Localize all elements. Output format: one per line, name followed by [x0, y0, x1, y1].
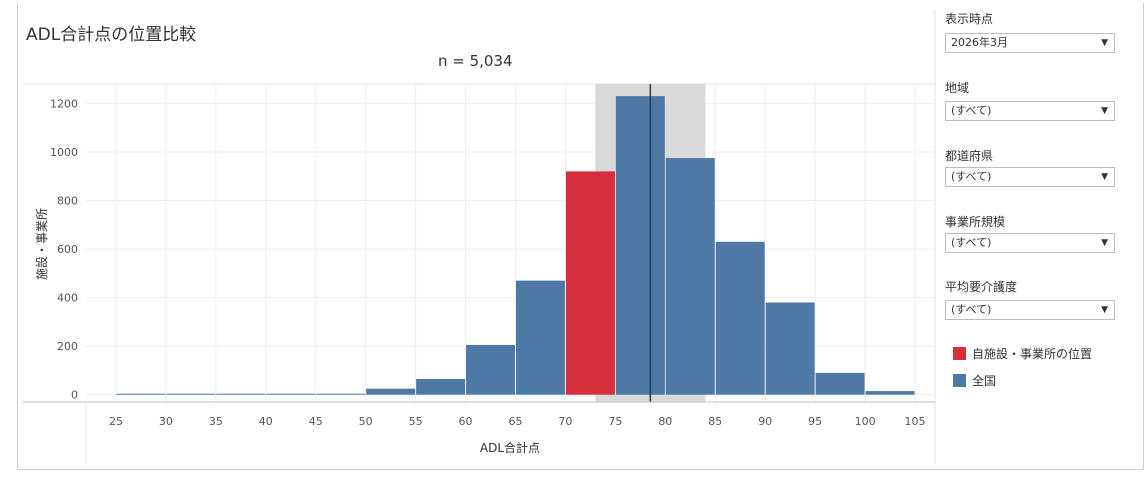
y-tick-label: 800 — [57, 195, 78, 208]
y-tick-label: 1200 — [50, 97, 78, 110]
y-tick-label: 400 — [57, 292, 78, 305]
chevron-down-icon: ▼ — [1101, 305, 1108, 315]
filter-dropdown-region[interactable]: (すべて) ▼ — [945, 101, 1115, 121]
bar — [166, 393, 216, 395]
bar — [815, 372, 865, 395]
chart-title: ADL合計点の位置比較 — [26, 25, 197, 45]
x-tick-label: 85 — [708, 415, 722, 428]
legend-swatch-red — [953, 347, 966, 360]
bar — [416, 378, 466, 395]
x-tick-label: 90 — [758, 415, 772, 428]
x-axis-title: ADL合計点 — [480, 440, 540, 455]
bar — [466, 344, 515, 395]
filter-value-prefecture: (すべて) — [951, 170, 992, 183]
x-tick-label: 40 — [259, 415, 273, 428]
x-tick-label: 70 — [558, 415, 572, 428]
filter-value-care-level: (すべて) — [951, 303, 992, 316]
bar — [665, 158, 715, 395]
filter-value-time: 2026年3月 — [951, 36, 1008, 49]
x-tick-label: 65 — [508, 415, 522, 428]
legend-item-own-facility: 自施設・事業所の位置 — [953, 345, 1092, 361]
y-tick-labels: 0 200 400 600 800 1000 1200 — [50, 97, 78, 401]
filter-value-facility-size: (すべて) — [951, 236, 992, 249]
legend-label-national: 全国 — [972, 374, 997, 388]
x-tick-label: 55 — [409, 415, 423, 428]
legend-label-own-facility: 自施設・事業所の位置 — [972, 347, 1093, 361]
bar — [765, 302, 815, 395]
filter-value-region: (すべて) — [951, 104, 992, 117]
bar — [266, 393, 316, 395]
chevron-down-icon: ▼ — [1101, 106, 1108, 116]
x-tick-label: 45 — [309, 415, 323, 428]
filter-label-facility-size: 事業所規模 — [945, 215, 1006, 229]
bar — [316, 393, 366, 395]
x-tick-label: 50 — [359, 415, 373, 428]
filter-dropdown-prefecture[interactable]: (すべて) ▼ — [945, 167, 1115, 187]
histogram-chart: 0 200 400 600 800 1000 1200 25 30 35 40 45 50 55 60 65… — [23, 10, 936, 464]
legend-item-national: 全国 — [953, 372, 996, 388]
bar — [116, 393, 166, 395]
bar — [715, 241, 765, 395]
bar — [615, 96, 665, 395]
filter-label-region: 地域 — [945, 81, 970, 95]
chevron-down-icon: ▼ — [1101, 38, 1108, 48]
x-tick-label: 80 — [658, 415, 672, 428]
x-tick-label: 95 — [808, 415, 822, 428]
bar — [366, 388, 416, 395]
filter-label-prefecture: 都道府県 — [945, 149, 994, 163]
chevron-down-icon: ▼ — [1101, 172, 1108, 182]
chevron-down-icon: ▼ — [1101, 238, 1108, 248]
filter-label-time: 表示時点 — [945, 12, 994, 26]
x-tick-label: 35 — [209, 415, 223, 428]
filter-label-care-level: 平均要介護度 — [945, 280, 1018, 294]
y-tick-label: 200 — [57, 340, 78, 353]
y-tick-label: 600 — [57, 243, 78, 256]
x-tick-label: 105 — [905, 415, 926, 428]
bars-layer — [116, 96, 915, 395]
bar-highlight — [565, 171, 615, 395]
filter-dropdown-facility-size[interactable]: (すべて) ▼ — [945, 233, 1115, 253]
x-tick-label: 60 — [459, 415, 473, 428]
y-axis-title: 施設・事業所 — [34, 208, 49, 280]
x-tick-label: 75 — [608, 415, 622, 428]
bar — [216, 393, 266, 395]
bar — [515, 280, 565, 395]
x-tick-label: 100 — [855, 415, 876, 428]
x-tick-label: 30 — [159, 415, 173, 428]
x-tick-labels: 25 30 35 40 45 50 55 60 65 70 75 80 85 90 95 100 105 — [109, 415, 926, 428]
sample-count-label: n = 5,034 — [438, 52, 513, 70]
y-tick-label: 1000 — [50, 146, 78, 159]
filter-dropdown-care-level[interactable]: (すべて) ▼ — [945, 300, 1115, 320]
y-tick-label: 0 — [71, 389, 78, 402]
legend-swatch-blue — [953, 374, 966, 387]
bar — [865, 391, 915, 395]
filter-dropdown-time[interactable]: 2026年3月 ▼ — [945, 33, 1115, 53]
x-tick-label: 25 — [109, 415, 123, 428]
